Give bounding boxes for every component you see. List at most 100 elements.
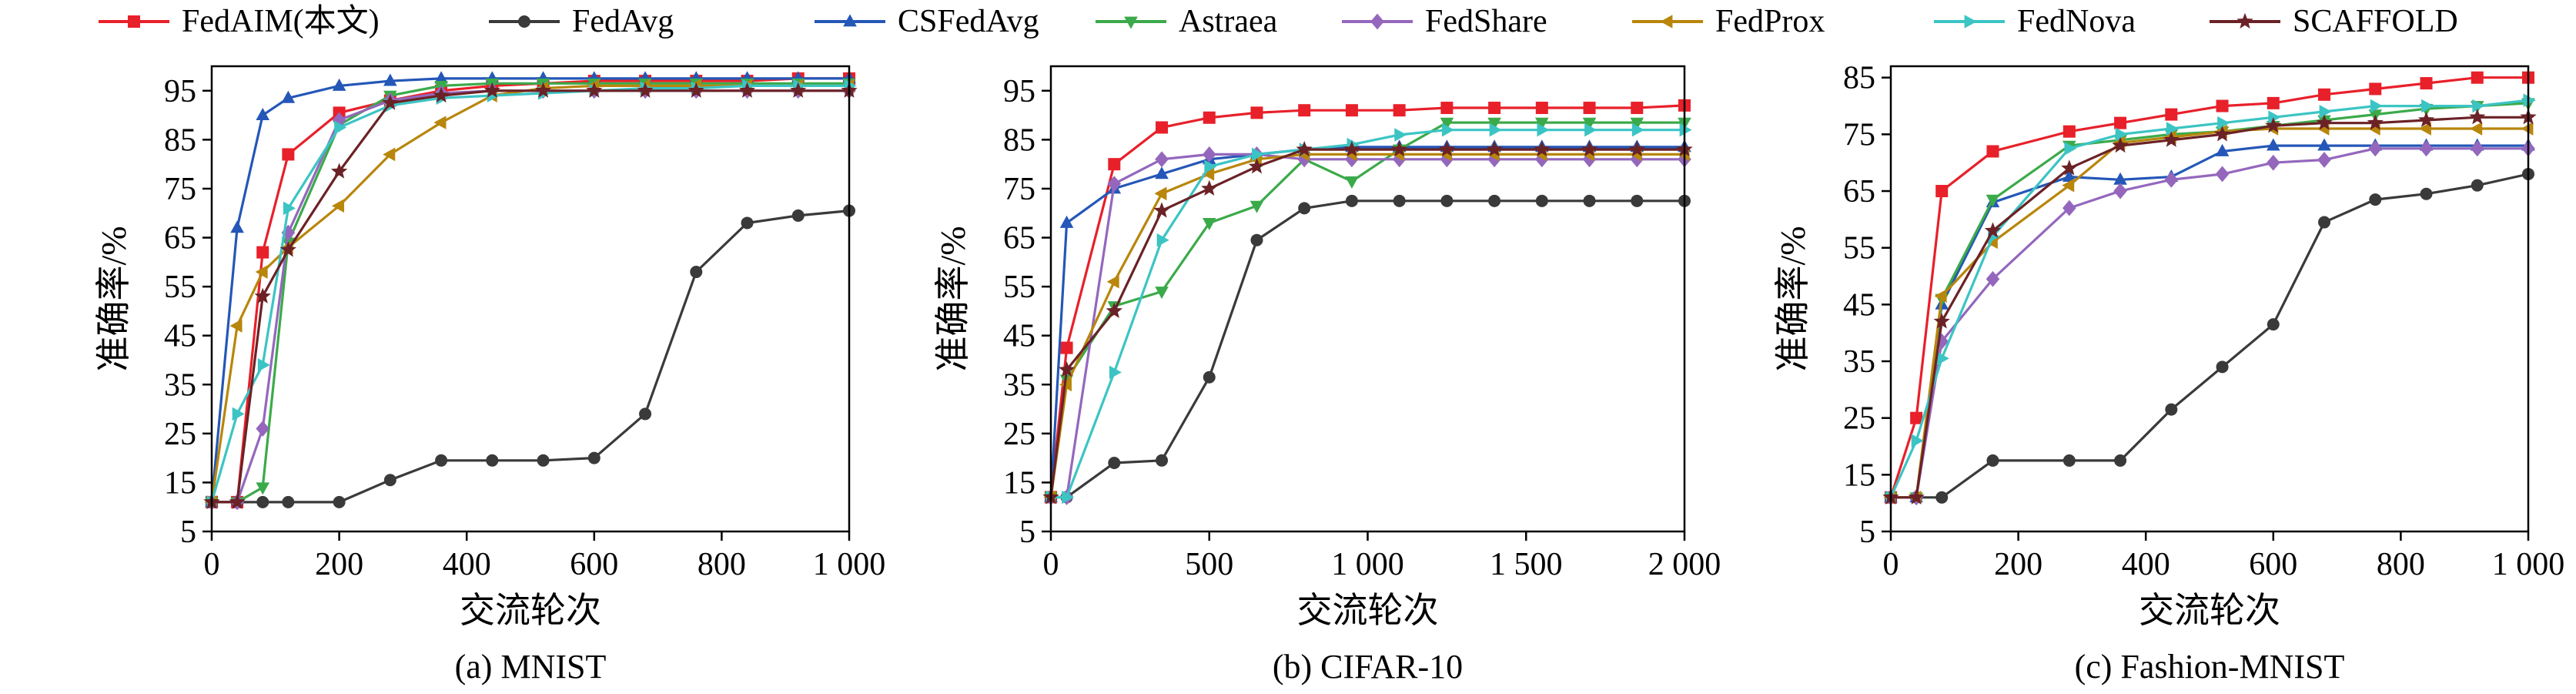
data-point	[1201, 179, 1218, 196]
series	[1885, 93, 2536, 505]
data-point	[1986, 194, 2000, 207]
data-point	[2267, 96, 2280, 109]
series	[1885, 71, 2534, 504]
data-point	[1984, 222, 2002, 238]
data-point	[1441, 122, 1454, 137]
y-tick-label: 45	[164, 319, 196, 354]
data-point	[1108, 158, 1121, 171]
series-line	[1891, 102, 2529, 499]
data-point	[1910, 411, 1923, 424]
data-point	[1935, 185, 1949, 198]
legend-label: FedNova	[2017, 4, 2136, 39]
series-line	[1889, 76, 2528, 498]
data-point	[1438, 140, 1455, 157]
data-point	[232, 407, 245, 421]
data-point	[1156, 233, 1169, 247]
data-point	[255, 265, 268, 279]
data-point	[1298, 104, 1311, 117]
data-point	[1986, 270, 2000, 287]
plot-frame	[1049, 65, 1686, 533]
data-point	[1486, 140, 1503, 157]
data-point	[282, 148, 295, 161]
y-tick-label: 85	[1003, 122, 1035, 158]
data-point	[2470, 122, 2483, 136]
data-point	[483, 82, 500, 98]
data-point	[1935, 491, 1949, 504]
data-point	[1535, 194, 1548, 207]
chart-panel: 5 15 25 35 45 55 65 75 85 95 0 500 1 000 1 500 2 000 准确…	[933, 65, 1721, 686]
x-tick-label: 2 000	[1648, 547, 1721, 582]
chart-caption: (b) CIFAR-10	[1273, 648, 1463, 686]
data-point	[2367, 114, 2384, 130]
series-line	[1889, 99, 2529, 498]
data-point	[690, 266, 703, 279]
data-point	[2421, 99, 2434, 113]
data-point	[1935, 333, 1949, 350]
data-point	[2470, 140, 2484, 157]
data-point	[2316, 114, 2333, 130]
data-point	[1534, 140, 1551, 157]
x-tick-label: 500	[1185, 547, 1233, 582]
y-tick-label: 5	[180, 515, 196, 550]
data-point	[2215, 143, 2230, 156]
data-point	[2265, 117, 2282, 133]
legend-marker-icon	[518, 15, 530, 28]
legend-label: Astraea	[1179, 4, 1278, 39]
series-line	[1891, 144, 2528, 499]
data-point	[486, 454, 499, 467]
legend-label: FedShare	[1425, 4, 1547, 39]
series-line	[212, 82, 849, 504]
data-point	[383, 474, 396, 487]
data-point	[332, 112, 346, 129]
data-point	[1248, 158, 1266, 174]
series-line	[1891, 116, 2528, 499]
data-point	[2064, 142, 2077, 156]
y-tick-label: 75	[164, 172, 196, 207]
x-tick-label: 0	[1043, 547, 1059, 582]
data-point	[1296, 140, 1313, 157]
data-point	[587, 451, 601, 464]
data-point	[791, 209, 805, 222]
y-tick-label: 35	[164, 367, 196, 403]
data-point	[229, 493, 246, 509]
data-point	[1154, 186, 1167, 201]
y-tick-label: 15	[1003, 465, 1035, 501]
data-point	[2318, 216, 2331, 229]
data-point	[1581, 140, 1598, 157]
data-point	[1343, 140, 1360, 157]
data-point	[741, 216, 754, 230]
series	[205, 71, 856, 508]
data-point	[333, 495, 346, 508]
data-point	[2165, 403, 2178, 416]
data-point	[1933, 313, 1950, 329]
data-point	[1535, 117, 1549, 130]
x-tick-label: 1 000	[2492, 547, 2565, 582]
data-point	[2471, 71, 2484, 84]
data-point	[2370, 99, 2383, 113]
series-line	[210, 84, 849, 503]
legend-marker-icon	[1124, 16, 1138, 29]
x-axis-label: 交流轮次	[460, 591, 601, 630]
data-point	[2213, 126, 2231, 142]
data-point	[256, 495, 269, 508]
series-line	[212, 210, 850, 504]
chart-caption: (a) MNIST	[455, 648, 607, 686]
data-point	[2217, 116, 2230, 130]
x-tick-label: 200	[1994, 547, 2042, 582]
x-axis-label: 交流轮次	[2139, 591, 2280, 630]
data-point	[2319, 105, 2332, 119]
data-point	[434, 71, 448, 84]
data-point	[1155, 287, 1169, 300]
data-point	[256, 421, 270, 437]
data-point	[1537, 122, 1550, 137]
data-point	[1203, 111, 1216, 124]
data-point	[2114, 116, 2127, 129]
data-point	[2114, 454, 2127, 467]
data-point	[1250, 233, 1263, 246]
legend-marker-icon	[1660, 15, 1673, 28]
legend-item: FedShare	[1342, 4, 1547, 39]
data-point	[1582, 151, 1597, 168]
data-point	[1109, 365, 1122, 380]
data-point	[1106, 302, 1122, 318]
series-line	[210, 84, 849, 503]
